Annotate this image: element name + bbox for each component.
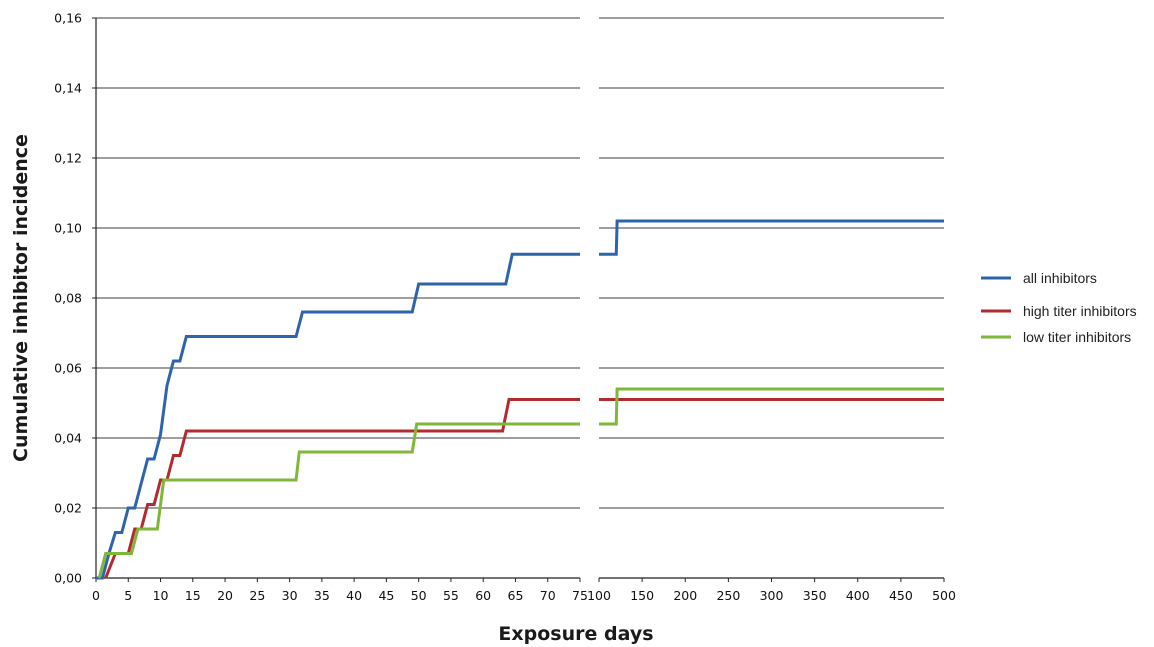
- x-tick-label: 400: [846, 588, 870, 603]
- y-tick-label: 0,02: [54, 501, 82, 516]
- x-tick-label: 450: [889, 588, 913, 603]
- series-line-all-inhibitors-left: [96, 252, 580, 580]
- x-tick-label: 150: [630, 588, 654, 603]
- gridlines-left: [96, 17, 580, 509]
- series-line-high-titer-inhibitors-left: [104, 398, 580, 579]
- x-tick-label: 500: [932, 588, 956, 603]
- x-tick-label: 45: [378, 588, 394, 603]
- x-tick-label: 40: [346, 588, 362, 603]
- x-tick-label: 75: [572, 588, 588, 603]
- x-tick-label: 50: [411, 588, 427, 603]
- legend: all inhibitors high titer inhibitors low t…: [981, 270, 1137, 345]
- x-tick-label: 10: [153, 588, 169, 603]
- x-tick-label: 20: [217, 588, 233, 603]
- x-tick-label: 55: [443, 588, 459, 603]
- y-tick-label: 0,14: [54, 81, 82, 96]
- y-tick-label: 0,00: [54, 571, 82, 586]
- x-axis-title: Exposure days: [498, 623, 653, 645]
- legend-label: high titer inhibitors: [1023, 303, 1137, 319]
- x-tick-label: 200: [673, 588, 697, 603]
- x-tick-label: 5: [124, 588, 132, 603]
- x-tick-labels: 0 5 10 15 20 25 30 35 40 45 50 55 60 65 70 75 100 150 200 2…: [92, 588, 956, 603]
- x-tick-label: 65: [508, 588, 524, 603]
- x-tick-label: 25: [249, 588, 265, 603]
- x-tick-label: 250: [716, 588, 740, 603]
- legend-label: all inhibitors: [1023, 270, 1097, 286]
- y-tick-label: 0,06: [54, 361, 82, 376]
- y-tick-label: 0,08: [54, 291, 82, 306]
- y-tick-label: 0,12: [54, 151, 82, 166]
- y-tick-label: 0,16: [54, 11, 82, 26]
- x-tick-label: 0: [92, 588, 100, 603]
- series-line-low-titer-inhibitors-right: [599, 387, 944, 426]
- series-lines: [96, 219, 944, 580]
- x-tick-label: 300: [760, 588, 784, 603]
- x-tick-label: 60: [475, 588, 491, 603]
- x-tick-label: 35: [314, 588, 330, 603]
- y-tick-label: 0,04: [54, 431, 82, 446]
- y-tick-labels: 0,00 0,02 0,04 0,06 0,08 0,10 0,12 0,14 0,16: [54, 11, 82, 586]
- series-line-low-titer-inhibitors-left: [97, 422, 580, 579]
- y-tick-label: 0,10: [54, 221, 82, 236]
- legend-label: low titer inhibitors: [1023, 329, 1131, 345]
- gridlines-right: [599, 17, 944, 509]
- x-tick-label: 30: [282, 588, 298, 603]
- x-tick-label: 70: [540, 588, 556, 603]
- x-tick-label: 15: [185, 588, 201, 603]
- axes: [92, 17, 945, 582]
- x-tick-label: 350: [803, 588, 827, 603]
- x-tick-label: 100: [587, 588, 611, 603]
- series-line-all-inhibitors-right: [599, 219, 944, 256]
- y-axis-title: Cumulative inhibitor incidence: [10, 134, 32, 462]
